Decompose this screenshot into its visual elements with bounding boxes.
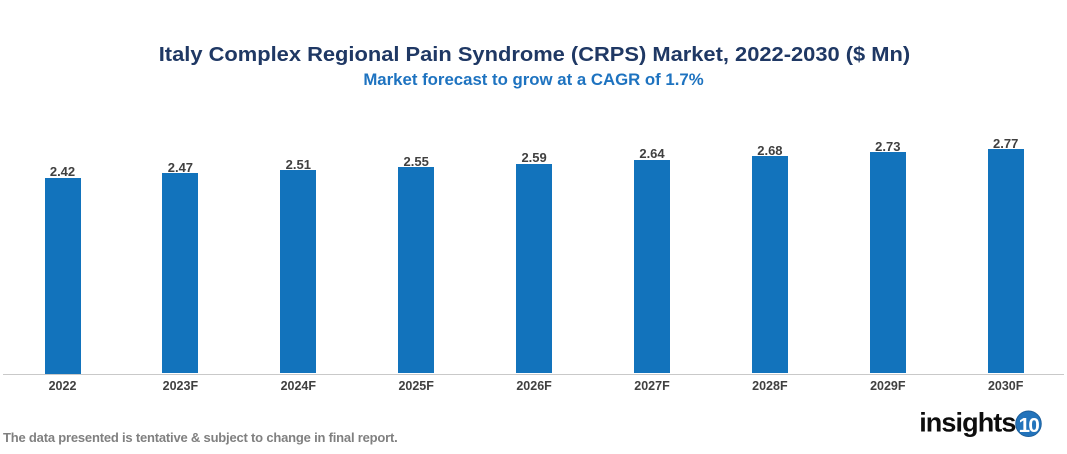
- svg-text:insights: insights: [919, 407, 1015, 437]
- svg-text:10: 10: [1019, 414, 1040, 437]
